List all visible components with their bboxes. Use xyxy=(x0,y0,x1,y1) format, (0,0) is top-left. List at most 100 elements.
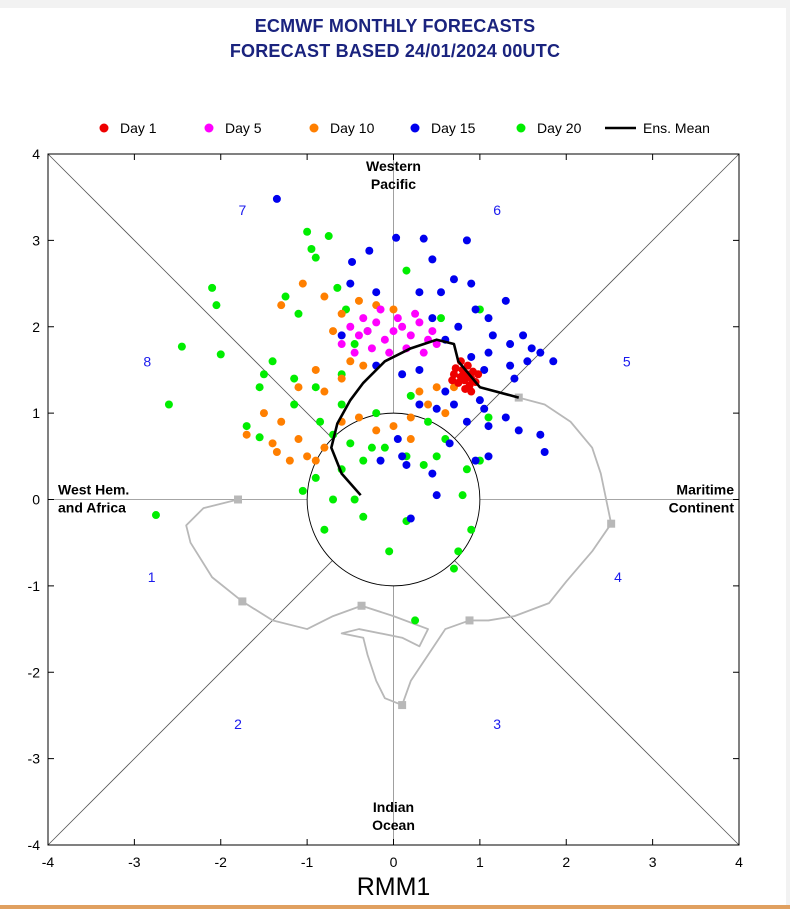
day10-point xyxy=(320,387,329,396)
chart-title: ECMWF MONTHLY FORECASTS xyxy=(254,16,536,36)
day15-point xyxy=(484,314,493,323)
day20-point xyxy=(449,564,458,573)
day15-point xyxy=(549,357,558,366)
day15-point xyxy=(484,422,493,431)
day15-point xyxy=(346,279,355,288)
day10-point xyxy=(277,301,286,310)
day15-point xyxy=(519,331,528,340)
day5-point xyxy=(359,314,368,323)
day1-point xyxy=(448,376,457,385)
day15-point xyxy=(348,257,357,266)
day5-point xyxy=(389,327,398,336)
day5-point xyxy=(428,327,437,336)
phase-number: 7 xyxy=(238,202,246,218)
day10-point xyxy=(303,452,312,461)
day20-point xyxy=(337,400,346,409)
x-tick-label: 3 xyxy=(649,854,657,870)
observed-marker xyxy=(357,601,366,610)
day15-point xyxy=(484,348,493,357)
day5-point xyxy=(346,322,355,331)
observed-line xyxy=(185,396,613,706)
day15-point xyxy=(523,357,532,366)
day20-point xyxy=(177,342,186,351)
day20-point xyxy=(212,301,221,310)
region-label: Pacific xyxy=(371,176,416,192)
day20-point xyxy=(367,443,376,452)
day20-point xyxy=(359,456,368,465)
legend-label: Ens. Mean xyxy=(643,120,710,136)
day10-point xyxy=(415,387,424,396)
day15-point xyxy=(540,447,549,456)
day1-point xyxy=(460,376,469,385)
day20-point xyxy=(406,391,415,400)
day20-point xyxy=(255,433,264,442)
x-tick-label: 2 xyxy=(562,854,570,870)
day15-point xyxy=(467,279,476,288)
day20-point xyxy=(259,370,268,379)
day20-point xyxy=(424,417,433,426)
x-tick-label: -1 xyxy=(301,854,314,870)
day20-point xyxy=(484,413,493,422)
day10-point xyxy=(311,365,320,374)
bottom-border xyxy=(0,905,790,909)
day10-point xyxy=(337,309,346,318)
day10-point xyxy=(329,327,338,336)
day10-point xyxy=(272,447,281,456)
day15-point xyxy=(454,322,463,331)
ens-mean-line xyxy=(330,338,520,497)
day20-point xyxy=(437,314,446,323)
day10-point xyxy=(389,422,398,431)
day15-point xyxy=(514,426,523,435)
day5-point xyxy=(354,331,363,340)
day20-point xyxy=(311,253,320,262)
day10-point xyxy=(311,456,320,465)
day1-point xyxy=(449,370,458,379)
day10-point xyxy=(424,400,433,409)
legend-marker xyxy=(99,123,109,133)
day20-point xyxy=(402,266,411,275)
day15-point xyxy=(272,194,281,203)
y-tick-label: -4 xyxy=(28,837,41,853)
phase-number: 1 xyxy=(148,569,156,585)
day20-point xyxy=(333,283,342,292)
y-tick-label: -3 xyxy=(28,751,41,767)
day10-point xyxy=(389,305,398,314)
day5-point xyxy=(411,309,420,318)
day10-point xyxy=(320,443,329,452)
day5-point xyxy=(393,314,402,323)
day20-point xyxy=(303,227,312,236)
day10-point xyxy=(372,426,381,435)
region-label: Ocean xyxy=(372,817,415,833)
day20-point xyxy=(467,525,476,534)
day20-point xyxy=(324,232,333,241)
day5-point xyxy=(350,348,359,357)
day20-point xyxy=(359,512,368,521)
day20-point xyxy=(385,547,394,556)
day15-point xyxy=(536,348,545,357)
day20-point xyxy=(432,452,441,461)
forecast-points xyxy=(151,194,558,625)
region-label: Continent xyxy=(669,500,735,516)
day5-point xyxy=(367,344,376,353)
day15-point xyxy=(415,365,424,374)
day20-point xyxy=(311,383,320,392)
day1-point xyxy=(474,370,483,379)
observed-marker xyxy=(238,597,247,606)
day5-point xyxy=(415,318,424,327)
day20-point xyxy=(164,400,173,409)
day15-point xyxy=(376,456,385,465)
day20-point xyxy=(216,350,225,359)
day15-point xyxy=(471,305,480,314)
region-label: West Hem. xyxy=(58,482,129,498)
day15-point xyxy=(437,288,446,297)
day20-point xyxy=(411,616,420,625)
day10-point xyxy=(268,439,277,448)
observed-marker xyxy=(398,701,407,710)
day10-point xyxy=(441,409,450,418)
y-tick-label: -2 xyxy=(28,664,41,680)
region-label: Maritime xyxy=(676,482,734,498)
day15-point xyxy=(462,417,471,426)
day15-point xyxy=(471,456,480,465)
x-tick-label: -3 xyxy=(128,854,141,870)
x-tick-label: -2 xyxy=(215,854,228,870)
